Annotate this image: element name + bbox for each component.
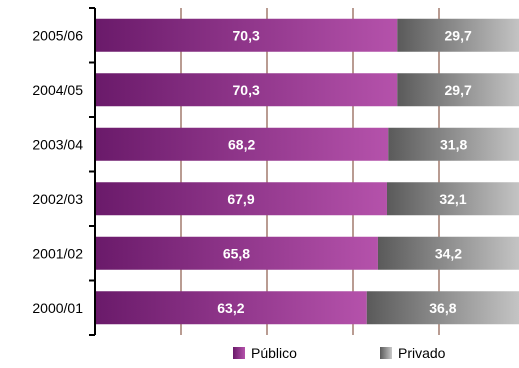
bar-publico — [95, 127, 389, 161]
y-tick-label: 2002/03 — [32, 191, 83, 207]
bar-privado — [388, 127, 519, 161]
grid-lines — [180, 8, 440, 335]
y-tick-label: 2004/05 — [32, 82, 83, 98]
data-label-publico: 70,3 — [233, 82, 260, 98]
data-label-publico: 70,3 — [233, 27, 260, 43]
y-tick-label: 2005/06 — [32, 27, 83, 43]
y-tick-label: 2000/01 — [32, 300, 83, 316]
legend-swatch-publico — [233, 347, 245, 359]
bar-privado — [397, 73, 519, 107]
bar-publico — [95, 291, 367, 325]
y-tick-label: 2001/02 — [32, 245, 83, 261]
legend-label-publico: Público — [251, 345, 297, 361]
bars: 70,3 29,7 70,3 29,7 68,2 31,8 67,9 32,1 65,8 34,2… — [95, 18, 519, 325]
legend-swatch-privado — [380, 347, 392, 359]
bar-privado — [397, 18, 519, 52]
data-label-privado: 36,8 — [429, 300, 456, 316]
bar-publico — [95, 236, 378, 270]
legend-label-privado: Privado — [398, 345, 446, 361]
data-label-publico: 63,2 — [217, 300, 244, 316]
bar-publico — [95, 182, 387, 216]
data-label-privado: 29,7 — [445, 27, 472, 43]
data-label-privado: 34,2 — [435, 245, 462, 261]
data-label-privado: 31,8 — [440, 136, 467, 152]
bar-publico — [95, 18, 398, 52]
y-axis: 2005/06 2004/05 2003/04 2002/03 2001/02 2000/… — [32, 7, 96, 336]
legend-item-privado: Privado — [380, 345, 445, 361]
y-tick-label: 2003/04 — [32, 136, 83, 152]
data-label-publico: 68,2 — [228, 136, 255, 152]
bar-privado — [377, 236, 519, 270]
legend-item-publico: Público — [233, 345, 297, 361]
bar-publico — [95, 73, 398, 107]
data-label-publico: 65,8 — [223, 245, 250, 261]
bar-privado — [386, 182, 519, 216]
data-label-privado: 29,7 — [445, 82, 472, 98]
data-label-publico: 67,9 — [227, 191, 254, 207]
bar-privado — [366, 291, 519, 325]
data-label-privado: 32,1 — [439, 191, 466, 207]
